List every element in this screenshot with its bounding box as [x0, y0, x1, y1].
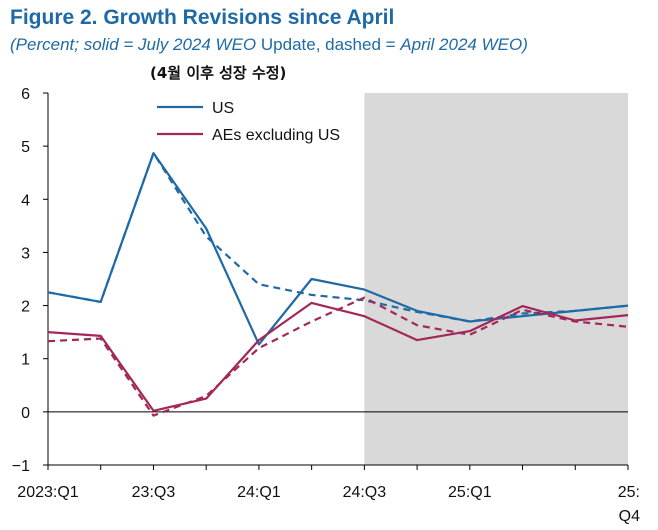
x-tick-label: 24:Q1: [237, 484, 281, 501]
series-line-aes-excluding-us-april: [47, 296, 629, 417]
series-layer: [47, 152, 629, 417]
subtitle-open: (: [10, 35, 16, 54]
x-tick-label-line2: Q4: [619, 508, 640, 525]
forecast-shade-layer: [364, 93, 628, 465]
x-tick-label: 25:Q1: [448, 484, 492, 501]
chart-subtitle: (Percent; solid = July 2024 WEO Update, …: [10, 35, 528, 55]
x-tick-label: 23:Q3: [132, 484, 176, 501]
y-tick-label: 3: [21, 245, 30, 262]
legend-label: US: [212, 100, 234, 117]
y-tick-label: 0: [21, 405, 30, 422]
subtitle-update: Update, dashed =: [256, 35, 401, 54]
x-tick-label: 2023:Q1: [17, 484, 78, 501]
y-tick-label: 5: [21, 139, 30, 156]
chart-korean-subtitle: (4월 이후 성장 수정): [150, 64, 287, 82]
forecast-shade: [364, 93, 628, 465]
y-tick-label: 4: [21, 192, 30, 209]
x-tick-label: 25:: [618, 484, 640, 501]
legend-label: AEs excluding US: [212, 127, 340, 144]
axis-layer: −1 0 1 2 3 4 5 6 2023:Q1 23:Q3 24:Q1 24:Q3 25:Q1 25: Q…: [12, 86, 640, 525]
series-line-us-april: [47, 152, 629, 323]
subtitle-april: April 2024 WEO: [400, 35, 523, 54]
y-tick-label: −1: [12, 458, 30, 475]
subtitle-close: ): [522, 35, 528, 54]
subtitle-percent: Percent; solid =: [15, 35, 139, 54]
y-tick-label: 6: [21, 86, 30, 103]
chart-title: Figure 2. Growth Revisions since April: [10, 6, 395, 29]
subtitle-july: July 2024 WEO: [138, 35, 257, 54]
y-tick-label: 2: [21, 299, 30, 316]
legend-layer: US AEs excluding US: [157, 100, 340, 144]
y-tick-label: 1: [21, 352, 30, 369]
x-tick-label: 24:Q3: [343, 484, 387, 501]
